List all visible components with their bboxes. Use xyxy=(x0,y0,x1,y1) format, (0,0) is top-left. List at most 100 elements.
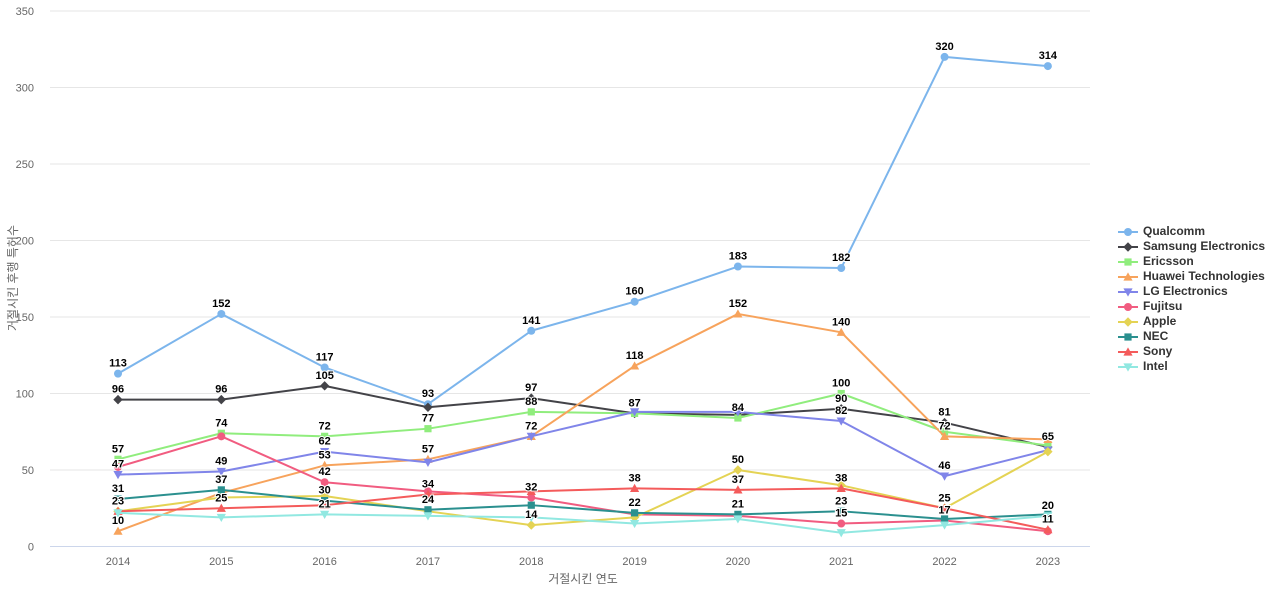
y-axis-title: 거절시킨 후행 특허수 xyxy=(5,225,20,331)
marker-sony-2015[interactable] xyxy=(216,503,226,512)
marker-qualcomm-2021[interactable] xyxy=(837,264,846,273)
marker-qualcomm-2014[interactable] xyxy=(114,369,122,378)
data-label-samsung-electronics-2015: 96 xyxy=(215,384,227,396)
marker-samsung-electronics-2018[interactable] xyxy=(526,393,536,403)
marker-apple-2020[interactable] xyxy=(733,465,743,475)
marker-ericsson-2017[interactable] xyxy=(424,425,432,433)
marker-intel-2023[interactable] xyxy=(1043,512,1053,521)
data-label-huawei-technologies-2020: 152 xyxy=(729,298,747,310)
marker-huawei-technologies-2021[interactable] xyxy=(836,327,846,336)
marker-intel-2014[interactable] xyxy=(113,509,123,518)
legend-label-qualcomm: Qualcomm xyxy=(1143,224,1206,238)
marker-huawei-technologies-2014[interactable] xyxy=(113,526,123,535)
marker-intel-2020[interactable] xyxy=(733,515,743,524)
marker-ericsson-2021[interactable] xyxy=(837,389,845,398)
marker-fujitsu-2021[interactable] xyxy=(837,519,846,528)
marker-huawei-technologies-2019[interactable] xyxy=(630,361,640,370)
marker-nec-2018[interactable] xyxy=(527,501,535,509)
data-label-sony-2023: 11 xyxy=(1042,514,1054,526)
data-label-nec-2021: 23 xyxy=(835,495,847,507)
marker-fujitsu-2015[interactable] xyxy=(217,432,226,441)
legend-item-nec[interactable]: NEC xyxy=(1118,329,1265,344)
marker-sony-2021[interactable] xyxy=(836,483,846,492)
data-label-samsung-electronics-2014: 96 xyxy=(112,384,124,396)
marker-nec-2021[interactable] xyxy=(837,507,845,515)
marker-nec-2015[interactable] xyxy=(217,486,225,494)
marker-ericsson-2018[interactable] xyxy=(527,408,535,416)
marker-intel-2022[interactable] xyxy=(939,521,950,530)
marker-intel-2017[interactable] xyxy=(423,512,433,521)
marker-sony-2017[interactable] xyxy=(423,489,433,499)
marker-qualcomm-2019[interactable] xyxy=(630,297,639,306)
marker-lg-electronics-2022[interactable] xyxy=(939,472,950,481)
marker-intel-2015[interactable] xyxy=(216,513,226,523)
marker-samsung-electronics-2021[interactable] xyxy=(836,404,846,414)
marker-apple-2023[interactable] xyxy=(1043,446,1053,457)
marker-lg-electronics-2015[interactable] xyxy=(216,467,226,477)
marker-intel-2016[interactable] xyxy=(320,510,330,519)
marker-qualcomm-2015[interactable] xyxy=(217,309,226,318)
legend-item-fujitsu[interactable]: Fujitsu xyxy=(1118,299,1265,314)
marker-ericsson-2020[interactable] xyxy=(734,414,742,422)
series-line-apple xyxy=(117,450,1049,527)
marker-fujitsu-2014[interactable] xyxy=(114,462,122,471)
marker-sony-2018[interactable] xyxy=(526,486,536,496)
marker-apple-2015[interactable] xyxy=(216,492,227,503)
legend-item-lg-electronics[interactable]: LG Electronics xyxy=(1118,284,1265,299)
marker-sony-2019[interactable] xyxy=(630,483,640,492)
marker-samsung-electronics-2017[interactable] xyxy=(423,402,433,412)
marker-lg-electronics-2020[interactable] xyxy=(733,408,743,417)
grid-layer xyxy=(50,10,1090,547)
marker-huawei-technologies-2016[interactable] xyxy=(320,460,330,470)
legend-label-intel: Intel xyxy=(1143,359,1168,373)
marker-fujitsu-2018[interactable] xyxy=(527,493,536,502)
data-label-qualcomm-2020: 183 xyxy=(729,251,747,263)
marker-nec-2014[interactable] xyxy=(114,495,122,503)
marker-ericsson-2014[interactable] xyxy=(114,455,122,463)
legend-label-nec: NEC xyxy=(1143,329,1169,343)
legend-marker-apple xyxy=(1118,316,1138,327)
marker-samsung-electronics-2022[interactable] xyxy=(939,417,950,428)
marker-huawei-technologies-2022[interactable] xyxy=(939,431,950,440)
marker-intel-2019[interactable] xyxy=(630,519,640,529)
marker-fujitsu-2016[interactable] xyxy=(320,478,329,487)
legend-marker-intel xyxy=(1118,362,1138,372)
marker-lg-electronics-2018[interactable] xyxy=(526,432,536,441)
marker-sony-2016[interactable] xyxy=(320,500,330,509)
marker-nec-2022[interactable] xyxy=(940,515,949,523)
marker-sony-2022[interactable] xyxy=(939,503,950,512)
marker-samsung-electronics-2014[interactable] xyxy=(113,394,123,405)
legend-item-intel[interactable]: Intel xyxy=(1118,359,1265,374)
marker-qualcomm-2022[interactable] xyxy=(940,52,949,61)
marker-qualcomm-2016[interactable] xyxy=(320,363,329,372)
marker-huawei-technologies-2023[interactable] xyxy=(1043,434,1053,443)
marker-qualcomm-2020[interactable] xyxy=(733,262,742,271)
marker-nec-2019[interactable] xyxy=(631,509,639,517)
legend-item-ericsson[interactable]: Ericsson xyxy=(1118,254,1265,269)
marker-qualcomm-2023[interactable] xyxy=(1043,62,1052,71)
marker-lg-electronics-2021[interactable] xyxy=(836,417,846,426)
marker-ericsson-2016[interactable] xyxy=(321,432,329,440)
marker-lg-electronics-2016[interactable] xyxy=(320,448,330,457)
marker-qualcomm-2018[interactable] xyxy=(527,326,536,335)
legend-item-sony[interactable]: Sony xyxy=(1118,344,1265,359)
data-label-nec-2014: 31 xyxy=(112,483,124,495)
marker-lg-electronics-2014[interactable] xyxy=(113,470,123,480)
marker-lg-electronics-2019[interactable] xyxy=(630,408,640,417)
marker-sony-2023[interactable] xyxy=(1043,525,1053,534)
marker-nec-2017[interactable] xyxy=(424,506,432,514)
marker-sony-2020[interactable] xyxy=(733,485,743,494)
marker-huawei-technologies-2020[interactable] xyxy=(733,309,743,318)
data-label-ericsson-2017: 77 xyxy=(422,413,434,425)
legend-item-huawei-technologies[interactable]: Huawei Technologies xyxy=(1118,269,1265,284)
marker-samsung-electronics-2015[interactable] xyxy=(216,394,227,405)
legend-item-samsung-electronics[interactable]: Samsung Electronics xyxy=(1118,239,1265,254)
marker-intel-2021[interactable] xyxy=(836,529,846,538)
legend-item-qualcomm[interactable]: Qualcomm xyxy=(1118,224,1265,239)
marker-apple-2018[interactable] xyxy=(526,520,536,530)
legend-item-apple[interactable]: Apple xyxy=(1118,314,1265,329)
marker-apple-2019[interactable] xyxy=(629,512,640,523)
marker-samsung-electronics-2016[interactable] xyxy=(319,381,330,391)
marker-lg-electronics-2017[interactable] xyxy=(423,458,433,467)
marker-intel-2018[interactable] xyxy=(526,513,536,523)
